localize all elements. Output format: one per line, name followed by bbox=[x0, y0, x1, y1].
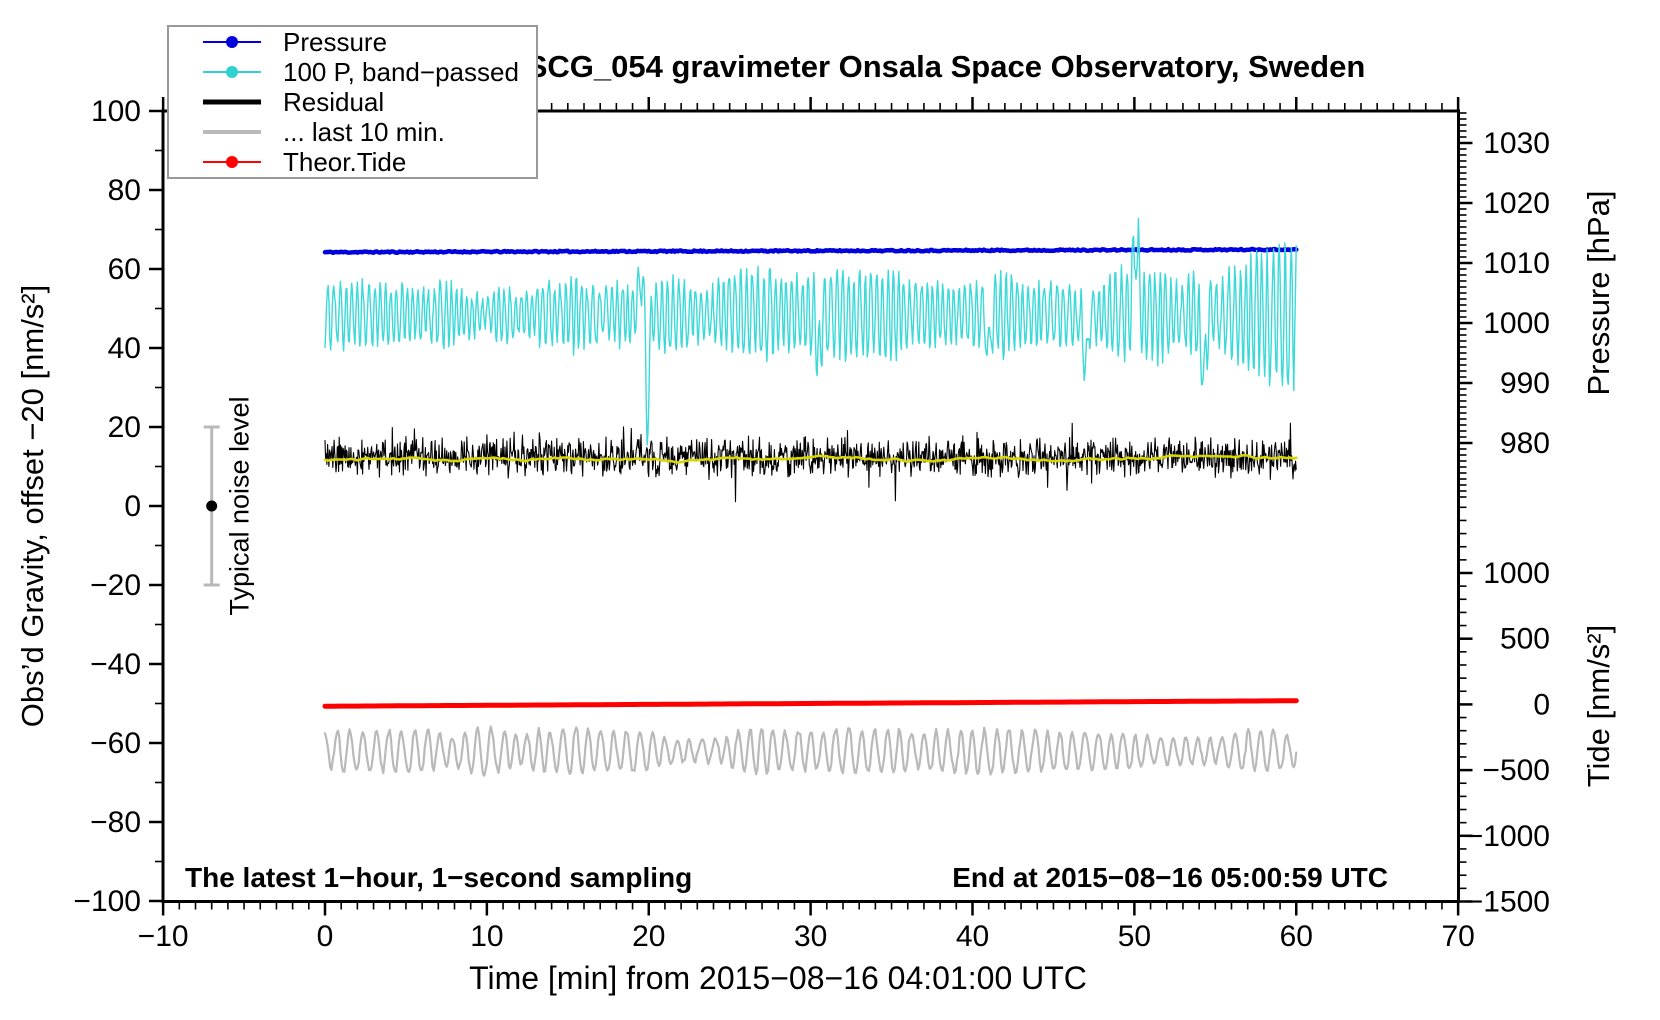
gravity-tick-label: −40 bbox=[90, 648, 141, 681]
noise-level-errorbar bbox=[203, 425, 220, 587]
x-tick-label: 0 bbox=[317, 920, 334, 953]
gravity-tick-label: −20 bbox=[90, 569, 141, 602]
plot-frame bbox=[161, 109, 1460, 903]
series--last-10-min- bbox=[323, 725, 1298, 777]
gravity-tick-label: 20 bbox=[108, 411, 141, 444]
legend-item-last10min: ... last 10 min. bbox=[169, 116, 536, 147]
legend-swatch-theortide bbox=[203, 154, 261, 170]
legend-swatch-residual bbox=[203, 94, 261, 110]
series-100-p-band-passed bbox=[324, 217, 1297, 446]
x-tick-label: 20 bbox=[632, 920, 665, 953]
noise-level-dot bbox=[206, 500, 218, 512]
x-axis-title: Time [min] from 2015−08−16 04:01:00 UTC bbox=[469, 960, 1087, 996]
legend-label: Pressure bbox=[283, 26, 388, 57]
noise-level-label: Typical noise level bbox=[224, 396, 255, 616]
gravity-axis-ticks: −100 −80 −60 −40 −20 0 20 40 60 80 100 bbox=[73, 95, 163, 918]
x-tick-label: 30 bbox=[794, 920, 827, 953]
gravity-tick-label: 0 bbox=[124, 490, 141, 523]
legend-label: Residual bbox=[283, 86, 385, 117]
sampling-annotation: The latest 1−hour, 1−second sampling bbox=[185, 862, 693, 893]
gravity-tick-label: 40 bbox=[108, 332, 141, 365]
pressure-tick-label: 990 bbox=[1500, 367, 1550, 400]
x-tick-label: 50 bbox=[1118, 920, 1151, 953]
legend-item-theortide: Theor.Tide bbox=[169, 146, 536, 177]
gravity-tick-label: −80 bbox=[90, 806, 141, 839]
series-residual bbox=[324, 422, 1297, 503]
tide-tick-label: −1000 bbox=[1466, 820, 1550, 853]
x-tick-label: 40 bbox=[956, 920, 989, 953]
gravity-tick-label: −100 bbox=[73, 885, 141, 918]
series-residual-smoothed bbox=[323, 453, 1298, 464]
legend-item-bandpassed: 100 P, band−passed bbox=[169, 56, 536, 87]
legend-label: 100 P, band−passed bbox=[283, 56, 519, 87]
x-tick-label: 60 bbox=[1280, 920, 1313, 953]
x-tick-label: 10 bbox=[470, 920, 503, 953]
pressure-tick-label: 1000 bbox=[1483, 307, 1550, 340]
tide-tick-label: −500 bbox=[1482, 754, 1550, 787]
gravity-tick-label: 80 bbox=[108, 174, 141, 207]
tide-tick-label: −1500 bbox=[1466, 886, 1550, 919]
series-theor-tide bbox=[322, 698, 1299, 709]
gravity-tick-label: 100 bbox=[91, 95, 141, 128]
legend: Pressure 100 P, band−passed Residual ...… bbox=[167, 25, 538, 179]
y-axis-title-pressure: Pressure [hPa] bbox=[1581, 190, 1616, 396]
pressure-axis-ticks: 980 990 1000 1010 1020 1030 bbox=[1458, 112, 1550, 498]
legend-swatch-last10min bbox=[203, 124, 261, 140]
pressure-tick-label: 980 bbox=[1500, 427, 1550, 460]
end-time-annotation: End at 2015−08−16 05:00:59 UTC bbox=[952, 862, 1388, 893]
pressure-tick-label: 1010 bbox=[1483, 247, 1550, 280]
x-axis-ticks: −10 0 10 20 30 40 50 60 70 bbox=[138, 97, 1475, 953]
dot-marker-icon bbox=[226, 156, 238, 168]
pressure-tick-label: 1020 bbox=[1483, 187, 1550, 220]
x-tick-label: −10 bbox=[138, 920, 189, 953]
series-pressure bbox=[322, 246, 1299, 256]
gravity-tick-label: −60 bbox=[90, 727, 141, 760]
gravity-tick-label: 60 bbox=[108, 253, 141, 286]
tide-tick-label: 500 bbox=[1500, 623, 1550, 656]
legend-label: Theor.Tide bbox=[283, 146, 407, 177]
tide-axis-ticks: −1500 −1000 −500 0 500 1000 bbox=[1458, 506, 1550, 919]
legend-label: ... last 10 min. bbox=[283, 116, 445, 147]
legend-item-pressure: Pressure bbox=[169, 26, 536, 57]
x-tick-label: 70 bbox=[1441, 920, 1474, 953]
dot-marker-icon bbox=[226, 66, 238, 78]
tide-tick-label: 0 bbox=[1533, 688, 1550, 721]
dot-marker-icon bbox=[226, 36, 238, 48]
y-axis-title-tide: Tide [nm/s²] bbox=[1581, 624, 1616, 788]
legend-swatch-pressure bbox=[203, 34, 261, 50]
chart-title: SCG_054 gravimeter Onsala Space Observat… bbox=[526, 49, 1366, 84]
legend-swatch-bandpassed bbox=[203, 64, 261, 80]
pressure-tick-label: 1030 bbox=[1483, 127, 1550, 160]
legend-item-residual: Residual bbox=[169, 86, 536, 117]
tide-tick-label: 1000 bbox=[1483, 557, 1550, 590]
y-axis-title-gravity: Obs’d Gravity, offset −20 [nm/s²] bbox=[15, 284, 50, 728]
